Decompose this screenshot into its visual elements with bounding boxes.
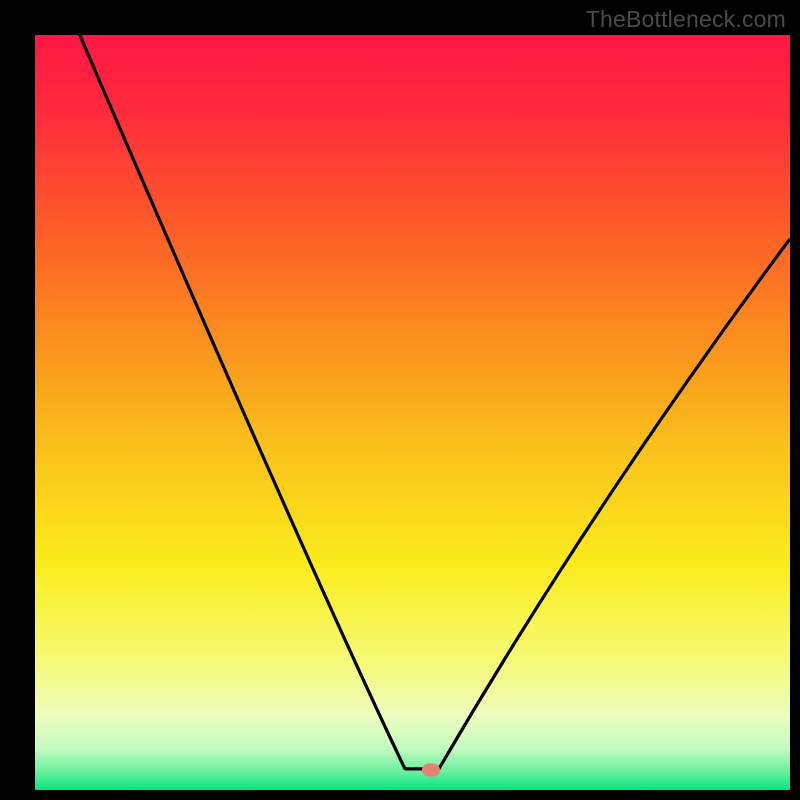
optimum-marker xyxy=(422,763,440,776)
plot-area xyxy=(35,35,790,790)
watermark-text: TheBottleneck.com xyxy=(586,6,786,33)
bottleneck-curve xyxy=(35,35,790,790)
chart-container: TheBottleneck.com xyxy=(0,0,800,800)
